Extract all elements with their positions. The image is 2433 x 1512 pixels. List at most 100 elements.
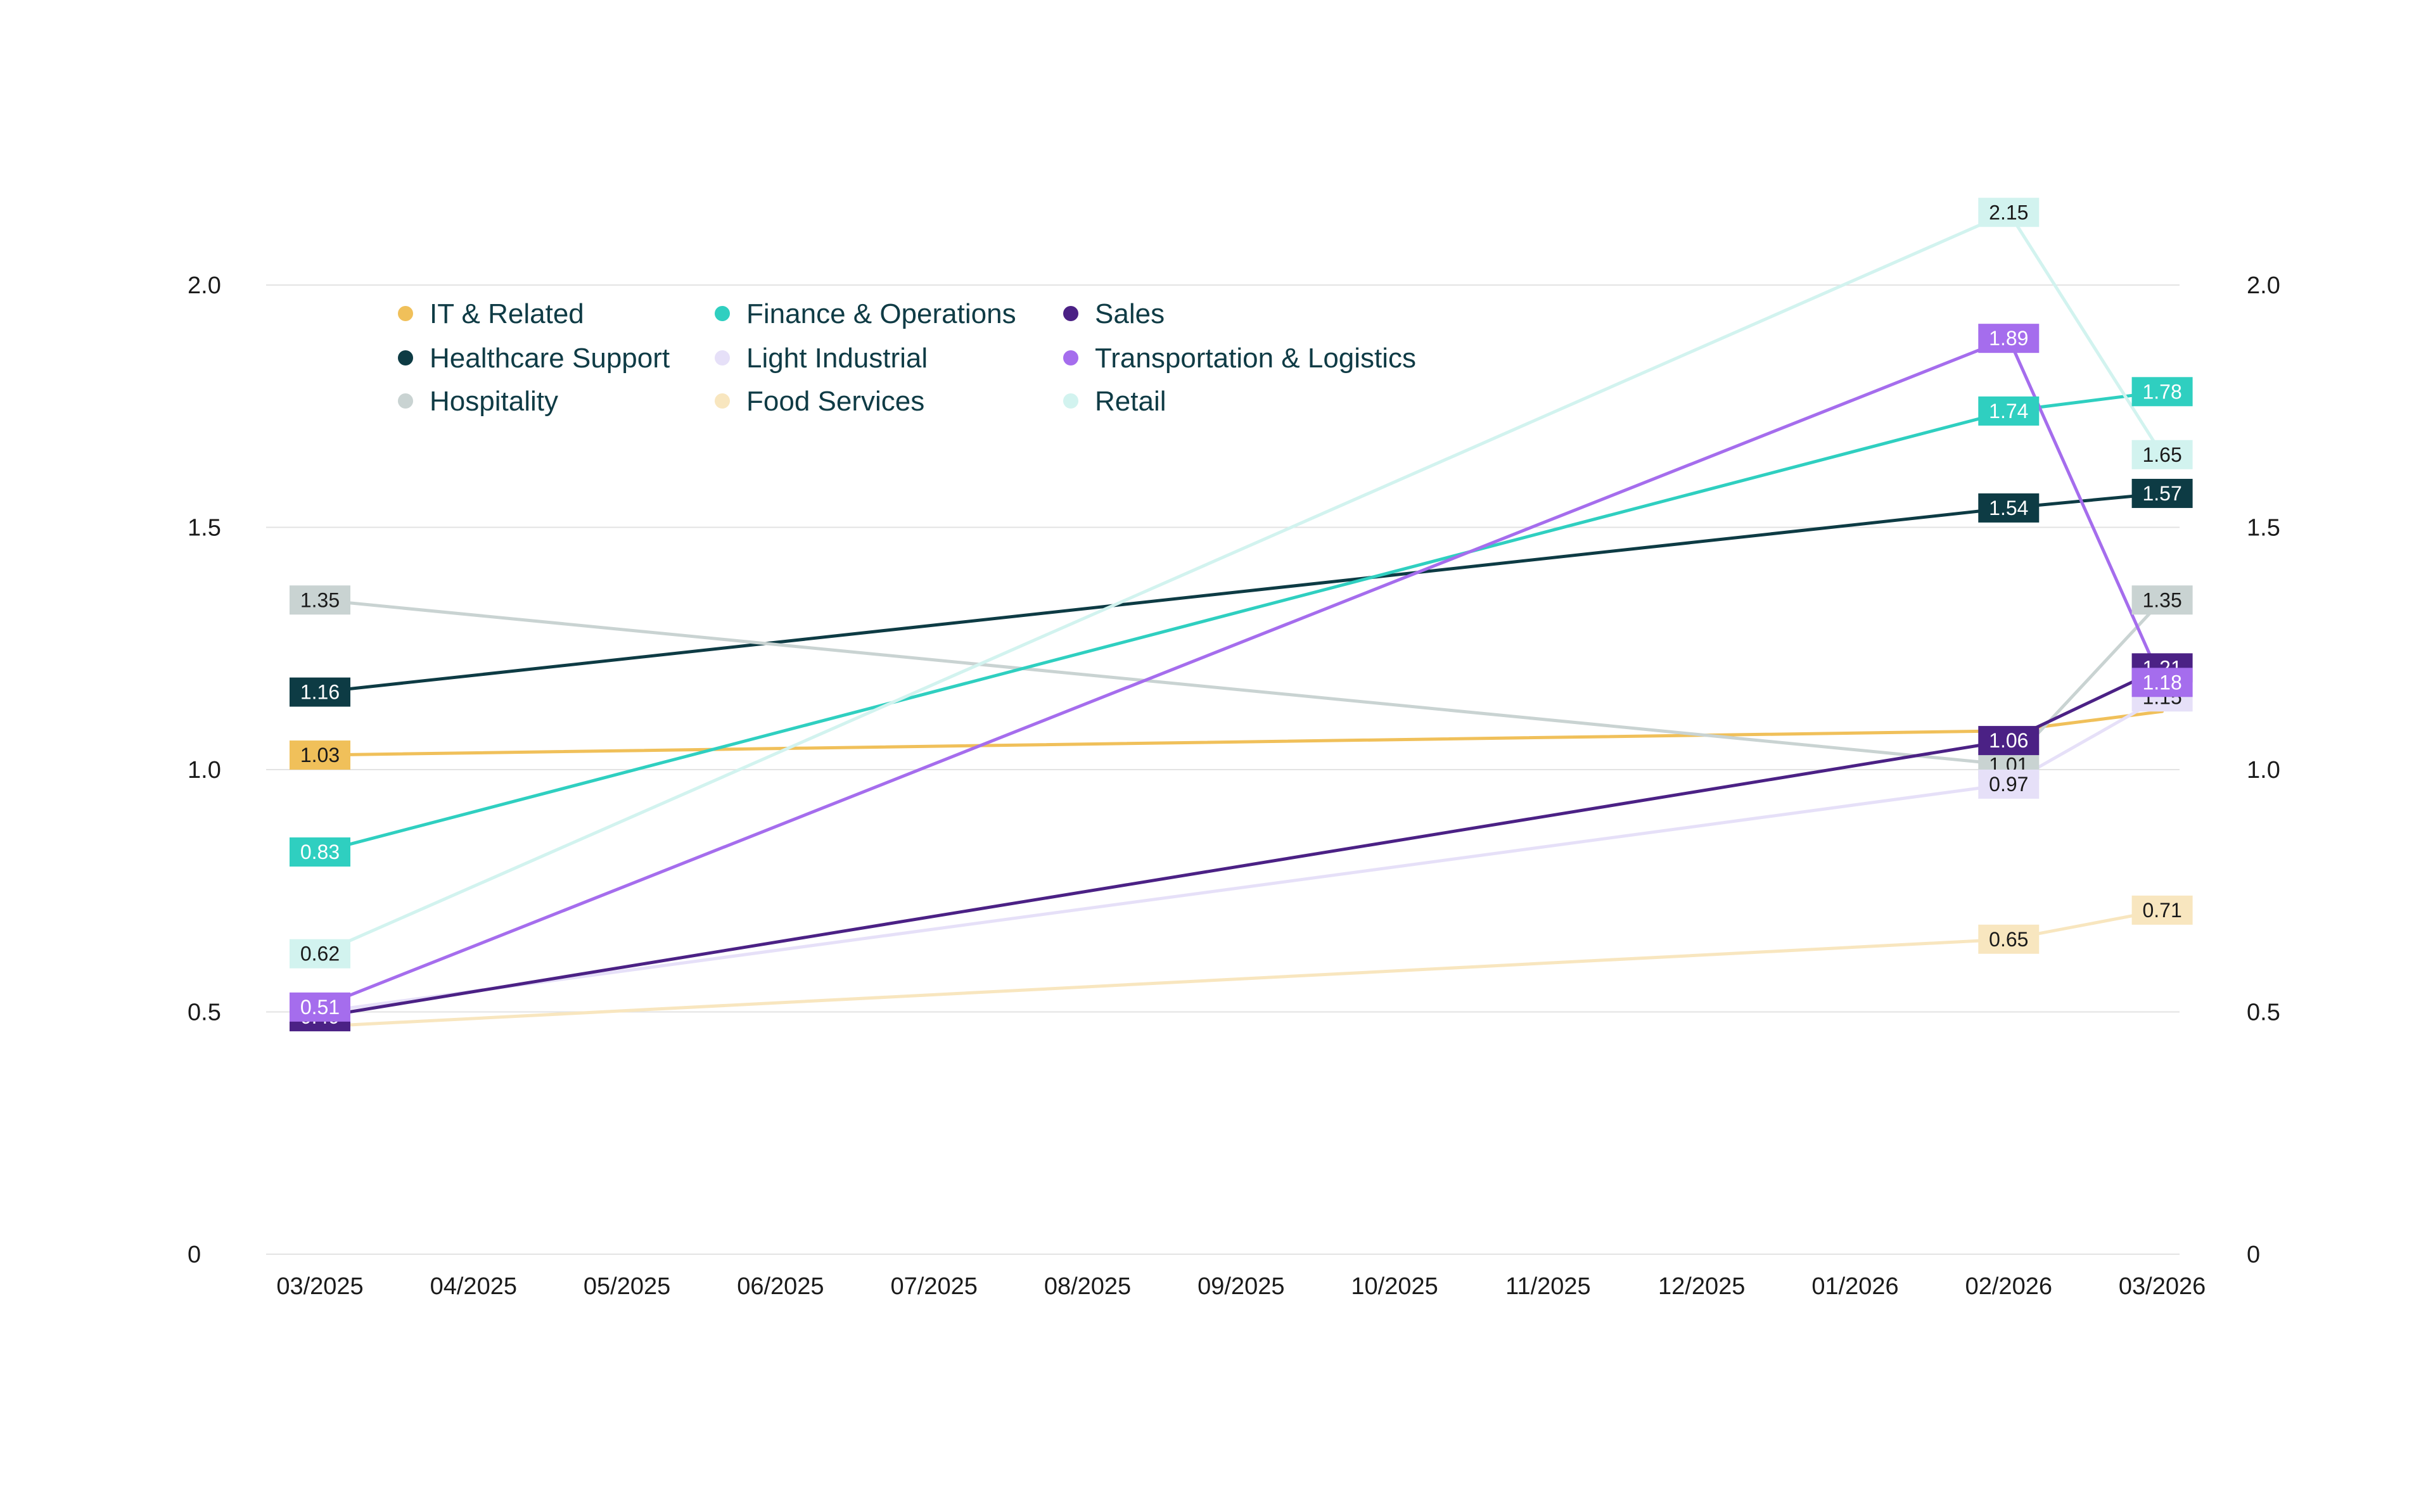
data-label: 1.89 — [1978, 324, 2040, 353]
series-line — [318, 908, 2164, 1028]
data-label: 1.57 — [2131, 478, 2193, 508]
legend-label: Hospitality — [430, 386, 558, 417]
legend-item: Hospitality — [398, 386, 558, 417]
legend-marker — [715, 393, 730, 409]
x-axis: 03/2025 04/2025 05/2025 06/2025 07/2025 08/20… — [276, 1273, 2206, 1300]
data-label-box — [2131, 377, 2193, 407]
data-label-box — [1978, 396, 2040, 426]
x-tick-label: 03/2025 — [276, 1273, 363, 1300]
data-label-text: 0.62 — [300, 943, 340, 965]
y-axis-right: 0 0.5 1.0 1.5 2.0 — [2247, 272, 2280, 1268]
data-label-text: 0.97 — [1989, 773, 2028, 796]
data-label-text: 1.35 — [300, 588, 340, 611]
legend-item: Food Services — [715, 386, 924, 417]
gridlines — [266, 284, 2180, 1255]
legend-marker — [715, 306, 730, 321]
data-label-text: 0.71 — [2142, 899, 2181, 922]
legend-label: Light Industrial — [746, 343, 928, 374]
series-lines — [318, 210, 2164, 1028]
data-label-box — [1978, 924, 2040, 954]
legend-marker — [1063, 350, 1078, 365]
legend-item: Transportation & Logistics — [1063, 343, 1416, 374]
data-label-box — [1978, 493, 2040, 523]
data-label: 1.18 — [2131, 668, 2193, 697]
x-tick-label: 02/2026 — [1965, 1273, 2052, 1300]
x-tick-label: 03/2026 — [2119, 1273, 2206, 1300]
y-tick-label-left: 0.5 — [188, 1000, 221, 1026]
x-tick-label: 10/2025 — [1351, 1273, 1438, 1300]
x-tick-label: 11/2025 — [1505, 1273, 1591, 1300]
series-line — [318, 210, 2164, 956]
data-label-box — [290, 740, 350, 770]
y-tick-label-right: 2.0 — [2247, 272, 2280, 299]
data-label-box — [290, 585, 350, 615]
series-line — [318, 492, 2164, 694]
x-tick-label: 09/2025 — [1197, 1273, 1284, 1300]
data-label-box — [1978, 769, 2040, 799]
x-tick-label: 08/2025 — [1044, 1273, 1131, 1300]
data-label: 2.15 — [1978, 198, 2040, 227]
data-label-box — [1978, 198, 2040, 227]
y-tick-label-right: 1.5 — [2247, 515, 2280, 542]
legend-marker — [398, 306, 413, 321]
data-label: 1.35 — [290, 585, 350, 615]
x-tick-label: 01/2026 — [1811, 1273, 1898, 1300]
legend-label: Healthcare Support — [430, 343, 670, 374]
data-label-box — [2131, 585, 2193, 615]
y-tick-label-left: 0 — [188, 1242, 201, 1268]
legend-item: IT & Related — [398, 298, 584, 329]
legend-item: Sales — [1063, 298, 1165, 329]
y-tick-label-right: 0.5 — [2247, 1000, 2280, 1026]
series-line — [318, 709, 2164, 757]
legend-label: Food Services — [746, 386, 924, 417]
legend-marker — [398, 393, 413, 409]
data-label-text: 1.18 — [2142, 671, 2181, 694]
data-label-text: 1.57 — [2142, 482, 2181, 505]
data-label: 1.78 — [2131, 377, 2193, 407]
legend-marker — [1063, 393, 1078, 409]
data-label-text: 1.78 — [2142, 380, 2181, 403]
data-label-text: 1.16 — [300, 681, 340, 704]
data-label-text: 1.74 — [1989, 400, 2028, 422]
data-label: 0.71 — [2131, 895, 2193, 925]
series-line — [318, 598, 2164, 766]
data-label-text: 1.03 — [300, 744, 340, 766]
x-tick-label: 07/2025 — [891, 1273, 978, 1300]
legend-item: Light Industrial — [715, 343, 928, 374]
data-label: 0.65 — [1978, 924, 2040, 954]
legend: IT & Related Healthcare Support Hospitalit… — [398, 298, 1416, 417]
data-label-box — [2131, 440, 2193, 469]
legend-label: Transportation & Logistics — [1095, 343, 1416, 374]
data-label-text: 1.89 — [1989, 327, 2028, 350]
legend-item: Finance & Operations — [715, 298, 1016, 329]
data-label-box — [2131, 895, 2193, 925]
x-tick-label: 05/2025 — [584, 1273, 670, 1300]
data-label-box — [2131, 478, 2193, 508]
y-axis-left: 0 0.5 1.0 1.5 2.0 — [188, 272, 221, 1268]
data-label-box — [290, 837, 350, 867]
data-label: 1.03 — [290, 740, 350, 770]
y-tick-label-left: 1.0 — [188, 757, 221, 784]
data-label-box — [290, 992, 350, 1022]
legend-marker — [1063, 306, 1078, 321]
legend-label: Sales — [1095, 298, 1165, 329]
series-line — [318, 695, 2164, 1013]
y-tick-label-right: 1.0 — [2247, 757, 2280, 784]
data-label-box — [290, 677, 350, 707]
legend-label: Finance & Operations — [746, 298, 1016, 329]
data-label-text: 1.35 — [2142, 588, 2181, 611]
data-label-box — [2131, 668, 2193, 697]
data-label-text: 1.06 — [1989, 729, 2028, 752]
y-tick-label-left: 2.0 — [188, 272, 221, 299]
data-label-text: 1.65 — [2142, 443, 2181, 466]
series-line — [318, 390, 2164, 854]
data-label: 1.54 — [1978, 493, 2040, 523]
data-label: 1.74 — [1978, 396, 2040, 426]
data-label-text: 0.83 — [300, 841, 340, 863]
legend-label: Retail — [1095, 386, 1166, 417]
data-label: 0.97 — [1978, 769, 2040, 799]
y-tick-label-left: 1.5 — [188, 515, 221, 542]
legend-item: Retail — [1063, 386, 1166, 417]
data-label-text: 0.65 — [1989, 928, 2028, 951]
